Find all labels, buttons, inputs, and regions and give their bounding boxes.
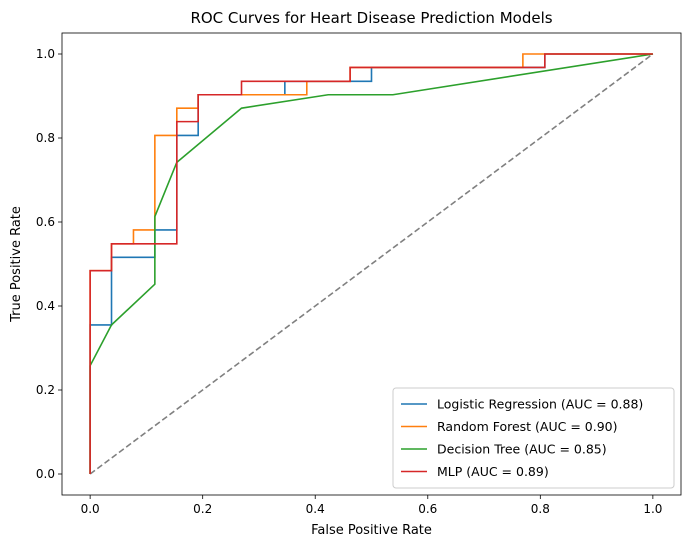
chart-title: ROC Curves for Heart Disease Prediction … — [190, 9, 552, 27]
y-tick-label: 0.6 — [36, 215, 55, 229]
y-tick-label: 0.2 — [36, 383, 55, 397]
plot-area — [89, 53, 654, 475]
roc-line-series-4 — [89, 53, 653, 474]
chance-reference-line — [89, 53, 654, 475]
legend: Logistic Regression (AUC = 0.88) Random F… — [392, 387, 675, 489]
axes: 0.0 0.2 0.4 0.6 0.8 1.0 0.0 0.2 0.4 0.6 0.8 1.0 — [36, 32, 682, 516]
y-tick-label: 0.4 — [36, 299, 55, 313]
x-tick-label: 0.4 — [306, 502, 325, 516]
axes-frame — [61, 32, 682, 496]
y-tick-label: 1.0 — [36, 47, 55, 61]
legend-label-series-1: Logistic Regression (AUC = 0.88) — [437, 397, 643, 412]
x-tick-label: 0.8 — [531, 502, 550, 516]
roc-line-series-3 — [89, 53, 653, 474]
legend-label-series-3: Decision Tree (AUC = 0.85) — [437, 442, 607, 457]
x-tick-label: 1.0 — [643, 502, 662, 516]
x-tick-label: 0.6 — [418, 502, 437, 516]
x-tick-label: 0.2 — [193, 502, 212, 516]
y-axis-label: True Positive Rate — [9, 206, 24, 323]
x-axis-label: False Positive Rate — [311, 523, 432, 538]
legend-label-series-4: MLP (AUC = 0.89) — [437, 464, 549, 479]
y-tick-label: 0.0 — [36, 467, 55, 481]
legend-box — [392, 387, 675, 489]
y-tick-label: 0.8 — [36, 131, 55, 145]
x-tick-label: 0.0 — [81, 502, 100, 516]
legend-label-series-2: Random Forest (AUC = 0.90) — [437, 419, 618, 434]
